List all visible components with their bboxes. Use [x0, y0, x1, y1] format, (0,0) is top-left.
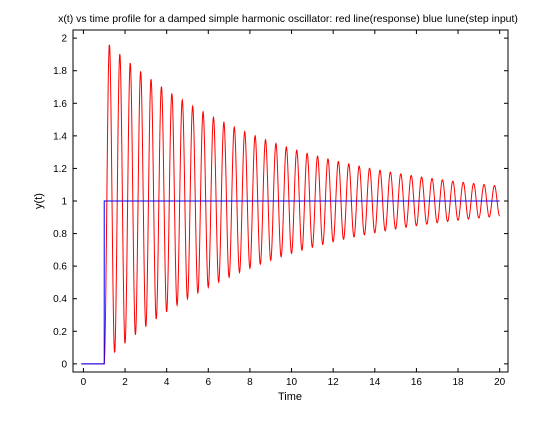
x-tick-label: 18 — [452, 377, 464, 388]
y-tick-label: 1.6 — [53, 99, 67, 110]
x-tick-label: 8 — [247, 377, 253, 388]
y-tick-label: 1.2 — [53, 164, 67, 175]
y-tick-label: 0.2 — [53, 327, 67, 338]
y-tick-label: 2 — [61, 34, 67, 45]
x-tick-label: 0 — [81, 377, 87, 388]
x-tick-label: 16 — [411, 377, 423, 388]
y-tick-label: 0 — [61, 359, 67, 370]
x-tick-label: 4 — [164, 377, 170, 388]
x-axis-label: Time — [278, 391, 302, 403]
y-tick-label: 1 — [61, 197, 67, 208]
y-tick-label: 0.8 — [53, 229, 67, 240]
y-axis-label: y(t) — [33, 193, 45, 209]
y-tick-label: 1.8 — [53, 66, 67, 77]
x-tick-label: 12 — [328, 377, 340, 388]
y-tick-label: 1.4 — [53, 131, 67, 142]
chart-title: x(t) vs time profile for a damped simple… — [58, 13, 518, 25]
y-tick-label: 0.4 — [53, 294, 67, 305]
x-tick-label: 10 — [286, 377, 298, 388]
x-tick-label: 6 — [206, 377, 212, 388]
x-tick-label: 20 — [494, 377, 506, 388]
x-tick-label: 2 — [122, 377, 128, 388]
y-tick-label: 0.6 — [53, 262, 67, 273]
x-tick-label: 14 — [369, 377, 381, 388]
